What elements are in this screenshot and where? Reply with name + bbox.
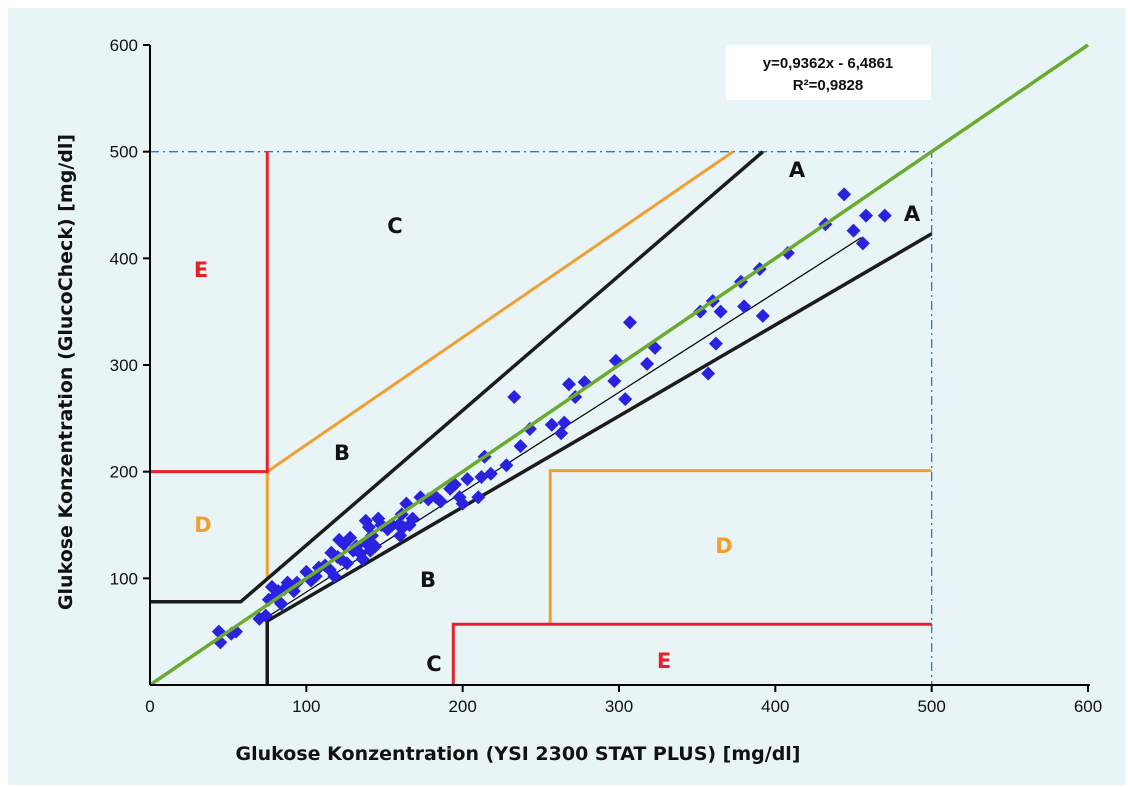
- zone-a-lower-line: [265, 232, 933, 685]
- y-tick-label: 100: [110, 569, 138, 588]
- data-point: [343, 530, 358, 545]
- zone-label-a-lower: A: [904, 202, 921, 226]
- x-tick-label: 500: [917, 697, 945, 716]
- data-point: [544, 417, 559, 432]
- zone-label-c-upper: C: [387, 214, 402, 238]
- zone-e-upper-line: [150, 151, 269, 474]
- data-point: [737, 299, 752, 314]
- data-point: [433, 494, 448, 509]
- x-axis-title: Glukose Konzentration (YSI 2300 STAT PLU…: [236, 743, 801, 765]
- data-point: [483, 466, 498, 481]
- data-point: [837, 187, 852, 202]
- data-point: [274, 596, 289, 611]
- zone-label-b-upper: B: [334, 441, 350, 465]
- y-tick-label: 300: [110, 356, 138, 375]
- data-point: [557, 415, 572, 430]
- data-point: [561, 377, 576, 392]
- x-tick-label: 400: [761, 697, 789, 716]
- zone-label-e-upper: E: [194, 258, 208, 282]
- zone-a-upper-line: [150, 150, 764, 604]
- data-point: [507, 390, 522, 404]
- zone-e-lower-line: [451, 622, 932, 685]
- zone-d-lower-line: [548, 469, 932, 625]
- data-point: [755, 308, 770, 323]
- zone-label-a-upper: A: [789, 158, 806, 182]
- y-tick-label: 400: [110, 249, 138, 268]
- y-tick-label: 600: [110, 36, 138, 55]
- data-point: [513, 439, 528, 454]
- y-axis-title: Glukose Konzentration (GlucoCheck) [mg/d…: [55, 134, 77, 610]
- zone-label-e-lower: E: [657, 649, 671, 673]
- data-point: [405, 511, 420, 526]
- data-points: [149, 43, 1089, 687]
- zone-label-c-lower: C: [426, 652, 441, 676]
- x-tick-label: 300: [605, 697, 633, 716]
- y-tick-label: 500: [110, 143, 138, 162]
- data-point: [368, 539, 383, 554]
- data-point: [859, 208, 874, 223]
- data-point: [607, 374, 622, 388]
- zone-label-d-lower: D: [715, 534, 732, 558]
- equation-text: y=0,9362x - 6,4861: [763, 55, 894, 72]
- data-point: [327, 569, 342, 584]
- x-tick-label: 200: [448, 697, 476, 716]
- zone-label-d-upper: D: [194, 513, 211, 537]
- x-tick-label: 600: [1074, 697, 1102, 716]
- zone-label-b-lower: B: [420, 568, 436, 592]
- data-point: [455, 496, 470, 511]
- x-tick-label: 0: [145, 697, 154, 716]
- ticks: 0 100 200 300 400 500 600 100 200 300 400 500 600: [110, 36, 1103, 716]
- data-point: [640, 356, 655, 371]
- x-tick-label: 100: [292, 697, 320, 716]
- data-point: [460, 472, 475, 487]
- data-point: [499, 458, 514, 473]
- data-point: [618, 392, 633, 407]
- data-point: [713, 304, 728, 319]
- data-point: [339, 556, 354, 571]
- data-point: [877, 208, 892, 223]
- data-point: [355, 552, 370, 567]
- data-point: [258, 608, 273, 623]
- y-tick-label: 200: [110, 463, 138, 482]
- data-point: [855, 236, 870, 251]
- data-point: [622, 315, 637, 330]
- data-point: [471, 490, 486, 505]
- data-point: [846, 223, 861, 238]
- data-point: [554, 426, 569, 441]
- data-point: [701, 366, 716, 381]
- data-point: [708, 336, 723, 351]
- equation-box: y=0,9362x - 6,4861 R²=0,9828: [726, 45, 931, 100]
- zone-b-upper-line: [266, 150, 734, 473]
- identity-line: [149, 43, 1089, 687]
- r-squared-text: R²=0,9828: [793, 77, 863, 94]
